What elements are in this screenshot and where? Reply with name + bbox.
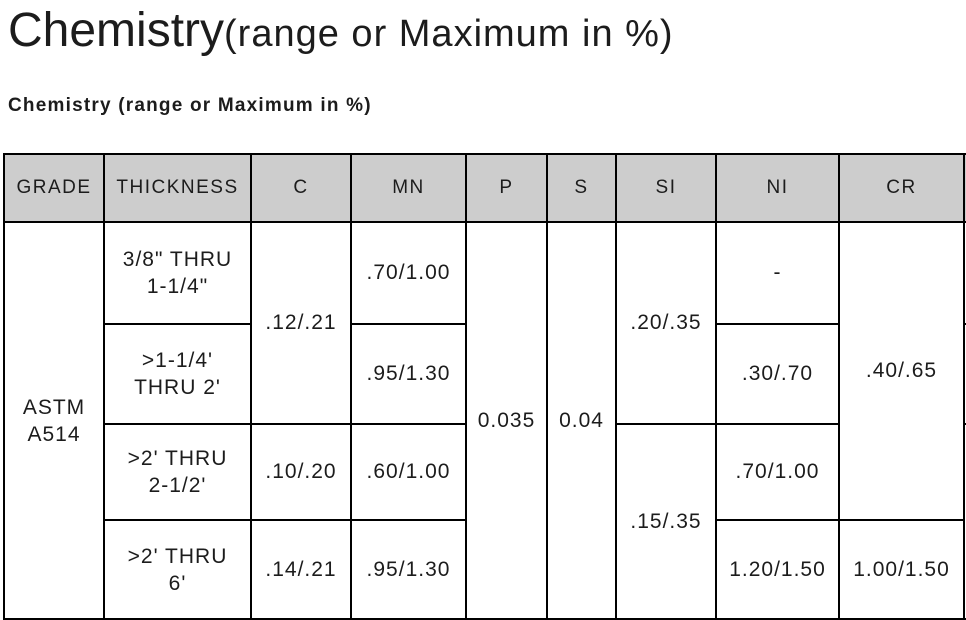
- cell-cr-4: 1.00/1.50: [838, 519, 965, 620]
- col-header-thickness: THICKNESS: [103, 153, 252, 223]
- cell-ni-1: -: [715, 221, 840, 325]
- cell-mn-2: .95/1.30: [350, 323, 467, 425]
- col-header-c: C: [250, 153, 352, 223]
- cell-mn-3: .60/1.00: [350, 423, 467, 521]
- table-row-4: >2' THRU 6' .14/.21 .95/1.30 1.20/1.50 1…: [4, 519, 966, 620]
- cell-thickness-4: >2' THRU 6': [103, 519, 252, 620]
- cell-thickness-1: 3/8" THRU 1-1/4": [103, 221, 252, 325]
- cell-partial-2: [963, 323, 966, 425]
- table-row-3: >2' THRU 2-1/2' .10/.20 .60/1.00 .15/.35…: [4, 423, 966, 620]
- header-row: GRADE THICKNESS C MN P S SI NI CR: [3, 153, 966, 223]
- col-header-ni: NI: [715, 153, 840, 223]
- page-title-suffix: (range or Maximum in %): [224, 13, 674, 55]
- cell-c-3: .10/.20: [250, 423, 352, 521]
- page-title-main: Chemistry: [8, 4, 225, 57]
- cell-p: 0.035: [465, 221, 548, 620]
- table-row-1: ASTM A514 3/8" THRU 1-1/4" .12/.21 .70/1…: [3, 221, 966, 620]
- col-header-s: S: [546, 153, 617, 223]
- page-subtitle: Chemistry (range or Maximum in %): [8, 95, 372, 116]
- cell-ni-2: .30/.70: [715, 323, 840, 425]
- col-header-partial: [963, 153, 966, 223]
- cell-ni-3: .70/1.00: [715, 423, 840, 521]
- cell-thickness-2: >1-1/4' THRU 2': [103, 323, 252, 425]
- cell-partial-3-4: [963, 423, 966, 620]
- cell-cr-rows-1-3: .40/.65: [838, 221, 965, 521]
- cell-mn-1: .70/1.00: [350, 221, 467, 325]
- cell-mn-4: .95/1.30: [350, 519, 467, 620]
- cell-si-rows-3-4: .15/.35: [615, 423, 717, 620]
- cell-c-rows-1-2: .12/.21: [250, 221, 352, 425]
- cell-thickness-3: >2' THRU 2-1/2': [103, 423, 252, 521]
- cell-si-rows-1-2: .20/.35: [615, 221, 717, 425]
- col-header-grade: GRADE: [3, 153, 105, 223]
- cell-ni-4: 1.20/1.50: [715, 519, 840, 620]
- cell-grade: ASTM A514: [3, 221, 105, 620]
- cell-partial-1: [963, 221, 966, 325]
- table-row-2: >1-1/4' THRU 2' .95/1.30 .30/.70: [4, 323, 966, 425]
- cell-s: 0.04: [546, 221, 617, 620]
- page-title: Chemistry(range or Maximum in %): [8, 4, 966, 61]
- col-header-si: SI: [615, 153, 717, 223]
- col-header-cr: CR: [838, 153, 965, 223]
- col-header-mn: MN: [350, 153, 467, 223]
- chemistry-table: GRADE THICKNESS C MN P S SI NI CR ASTM A…: [3, 153, 966, 620]
- col-header-p: P: [465, 153, 548, 223]
- cell-c-4: .14/.21: [250, 519, 352, 620]
